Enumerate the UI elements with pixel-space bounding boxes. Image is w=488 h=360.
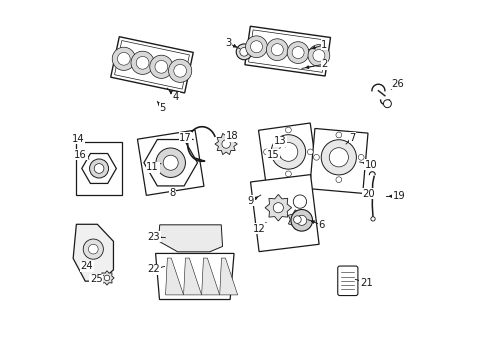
- Text: 15: 15: [266, 150, 279, 160]
- Text: 19: 19: [392, 191, 405, 201]
- Text: 26: 26: [391, 78, 404, 89]
- Text: 5: 5: [159, 103, 165, 113]
- Circle shape: [239, 48, 248, 56]
- Text: 7: 7: [348, 132, 355, 143]
- Polygon shape: [201, 258, 219, 295]
- Polygon shape: [158, 225, 222, 252]
- Text: 8: 8: [169, 188, 175, 198]
- Polygon shape: [73, 224, 113, 281]
- Polygon shape: [219, 258, 237, 295]
- Circle shape: [136, 57, 149, 69]
- Circle shape: [112, 47, 135, 71]
- Text: 21: 21: [359, 278, 372, 288]
- Text: 11: 11: [146, 162, 159, 172]
- Polygon shape: [100, 271, 114, 285]
- Circle shape: [155, 60, 167, 73]
- Circle shape: [321, 140, 356, 175]
- Circle shape: [156, 148, 185, 177]
- Text: 22: 22: [147, 264, 160, 274]
- Text: 20: 20: [362, 189, 374, 199]
- Text: 14: 14: [72, 134, 84, 144]
- Text: 3: 3: [224, 38, 231, 48]
- Text: 25: 25: [90, 274, 102, 284]
- Circle shape: [335, 132, 341, 138]
- Circle shape: [273, 203, 283, 213]
- Circle shape: [117, 53, 130, 65]
- Circle shape: [149, 55, 173, 78]
- Circle shape: [285, 171, 291, 177]
- Polygon shape: [183, 258, 201, 295]
- Text: 6: 6: [318, 220, 324, 230]
- Circle shape: [250, 41, 262, 53]
- Bar: [76, 142, 122, 195]
- Polygon shape: [258, 123, 318, 188]
- Text: 18: 18: [225, 131, 238, 141]
- FancyBboxPatch shape: [337, 266, 357, 296]
- Circle shape: [236, 44, 251, 60]
- Circle shape: [266, 39, 287, 60]
- Circle shape: [88, 244, 98, 254]
- Polygon shape: [155, 253, 234, 300]
- Circle shape: [89, 159, 108, 178]
- Circle shape: [291, 46, 304, 59]
- Polygon shape: [143, 140, 197, 186]
- Circle shape: [263, 149, 269, 155]
- Circle shape: [131, 51, 154, 75]
- Circle shape: [335, 177, 341, 183]
- Circle shape: [307, 45, 329, 66]
- Circle shape: [271, 44, 283, 56]
- Polygon shape: [244, 26, 330, 76]
- Polygon shape: [264, 194, 291, 221]
- Text: 24: 24: [81, 261, 93, 271]
- Polygon shape: [309, 129, 367, 193]
- Circle shape: [383, 100, 390, 108]
- Text: 17: 17: [179, 132, 191, 143]
- Circle shape: [173, 64, 186, 77]
- Polygon shape: [81, 153, 116, 184]
- Polygon shape: [110, 37, 193, 93]
- Circle shape: [168, 59, 191, 82]
- Text: 10: 10: [364, 159, 377, 170]
- Circle shape: [279, 143, 297, 161]
- Circle shape: [293, 195, 306, 208]
- Circle shape: [163, 155, 178, 170]
- Text: 16: 16: [74, 150, 87, 160]
- Polygon shape: [165, 258, 183, 295]
- Text: 2: 2: [321, 59, 327, 69]
- Circle shape: [285, 127, 291, 133]
- Circle shape: [293, 216, 301, 224]
- Circle shape: [296, 215, 306, 225]
- Text: 4: 4: [173, 92, 179, 102]
- Circle shape: [307, 149, 313, 155]
- Circle shape: [358, 154, 364, 160]
- Circle shape: [290, 210, 312, 231]
- Circle shape: [370, 217, 374, 221]
- Circle shape: [328, 148, 347, 167]
- Text: 23: 23: [147, 232, 160, 242]
- Polygon shape: [215, 134, 237, 154]
- Circle shape: [222, 140, 230, 148]
- Circle shape: [271, 135, 305, 169]
- Circle shape: [245, 36, 267, 58]
- Text: 1: 1: [321, 40, 327, 50]
- Polygon shape: [250, 175, 319, 252]
- Circle shape: [312, 50, 324, 62]
- Circle shape: [104, 275, 109, 281]
- Text: 13: 13: [273, 136, 285, 146]
- Text: 9: 9: [247, 196, 254, 206]
- Circle shape: [94, 164, 103, 173]
- Polygon shape: [288, 210, 307, 229]
- Circle shape: [83, 239, 103, 259]
- Circle shape: [313, 154, 319, 160]
- Circle shape: [286, 42, 308, 63]
- Text: 12: 12: [252, 224, 264, 234]
